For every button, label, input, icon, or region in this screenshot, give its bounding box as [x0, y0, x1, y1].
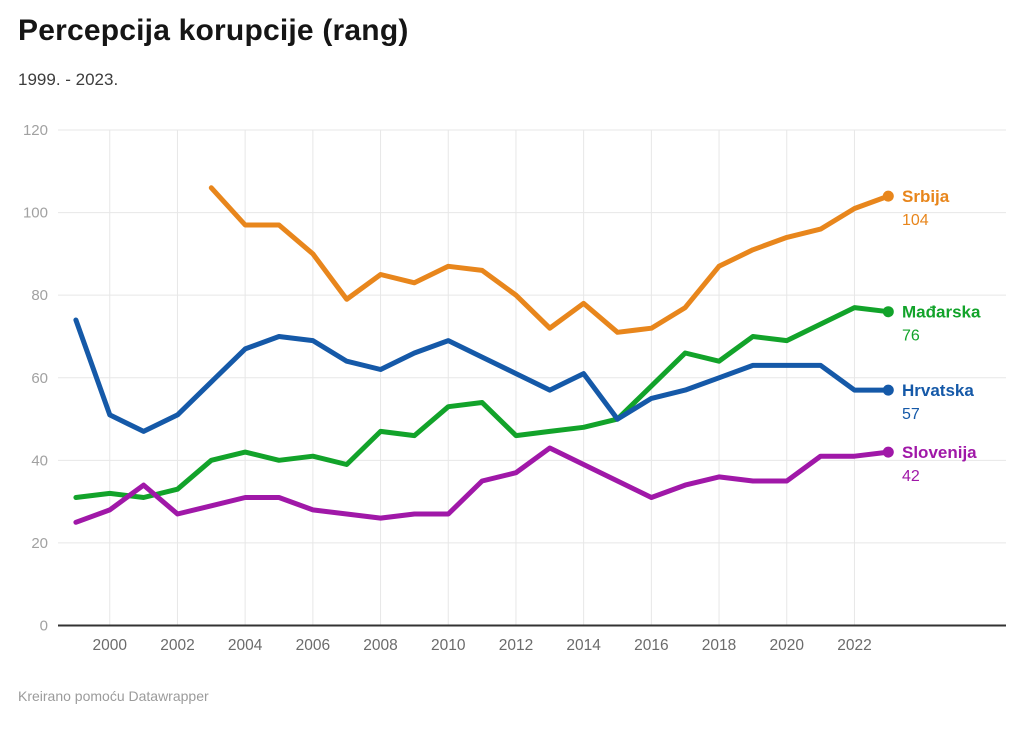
series-line-hrvatska [73, 317, 891, 434]
y-tick-label-100: 100 [23, 205, 48, 222]
series-value-label-hrvatska: 57 [902, 406, 920, 423]
x-tick-label-2016: 2016 [634, 637, 668, 654]
x-tick-label-2020: 2020 [770, 637, 805, 654]
page-title: Percepcija korupcije (rang) [18, 14, 409, 47]
series-end-dot-srbija [882, 190, 894, 202]
series-name-label-hrvatska: Hrvatska [902, 381, 974, 400]
y-tick-label-60: 60 [31, 370, 48, 387]
x-tick-label-2012: 2012 [499, 637, 533, 654]
x-tick-label-2022: 2022 [837, 637, 871, 654]
series-line-maarska [73, 305, 891, 500]
x-tick-label-2006: 2006 [296, 637, 330, 654]
x-tick-label-2018: 2018 [702, 637, 736, 654]
series-line-slovenija [73, 445, 891, 525]
series-end-dot-slovenija [882, 446, 894, 458]
series-end-dot-hrvatska [882, 384, 894, 396]
series-value-label-srbija: 104 [902, 212, 929, 229]
series-value-label-slovenija: 42 [902, 468, 920, 485]
chart-subtitle: 1999. - 2023. [18, 70, 119, 89]
series-name-label-maarska: Mađarska [902, 303, 981, 322]
x-tick-label-2004: 2004 [228, 637, 263, 654]
x-tick-label-2002: 2002 [160, 637, 194, 654]
series-line-srbija [208, 185, 891, 335]
y-tick-label-20: 20 [31, 535, 48, 552]
y-tick-label-80: 80 [31, 287, 48, 304]
x-tick-label-2010: 2010 [431, 637, 466, 654]
y-tick-label-120: 120 [23, 122, 48, 139]
x-tick-label-2008: 2008 [363, 637, 397, 654]
x-tick-label-2014: 2014 [566, 637, 601, 654]
y-tick-label-40: 40 [31, 452, 48, 469]
x-tick-label-2000: 2000 [93, 637, 128, 654]
series-name-label-srbija: Srbija [902, 187, 950, 206]
series-name-label-slovenija: Slovenija [902, 443, 977, 462]
series-end-dot-maarska [882, 306, 894, 318]
datawrapper-credit: Kreirano pomoću Datawrapper [18, 688, 209, 704]
y-tick-label-0: 0 [40, 618, 48, 635]
series-value-label-maarska: 76 [902, 328, 920, 345]
chart-header: Percepcija korupcije (rang) 1999. - 2023… [18, 14, 998, 90]
